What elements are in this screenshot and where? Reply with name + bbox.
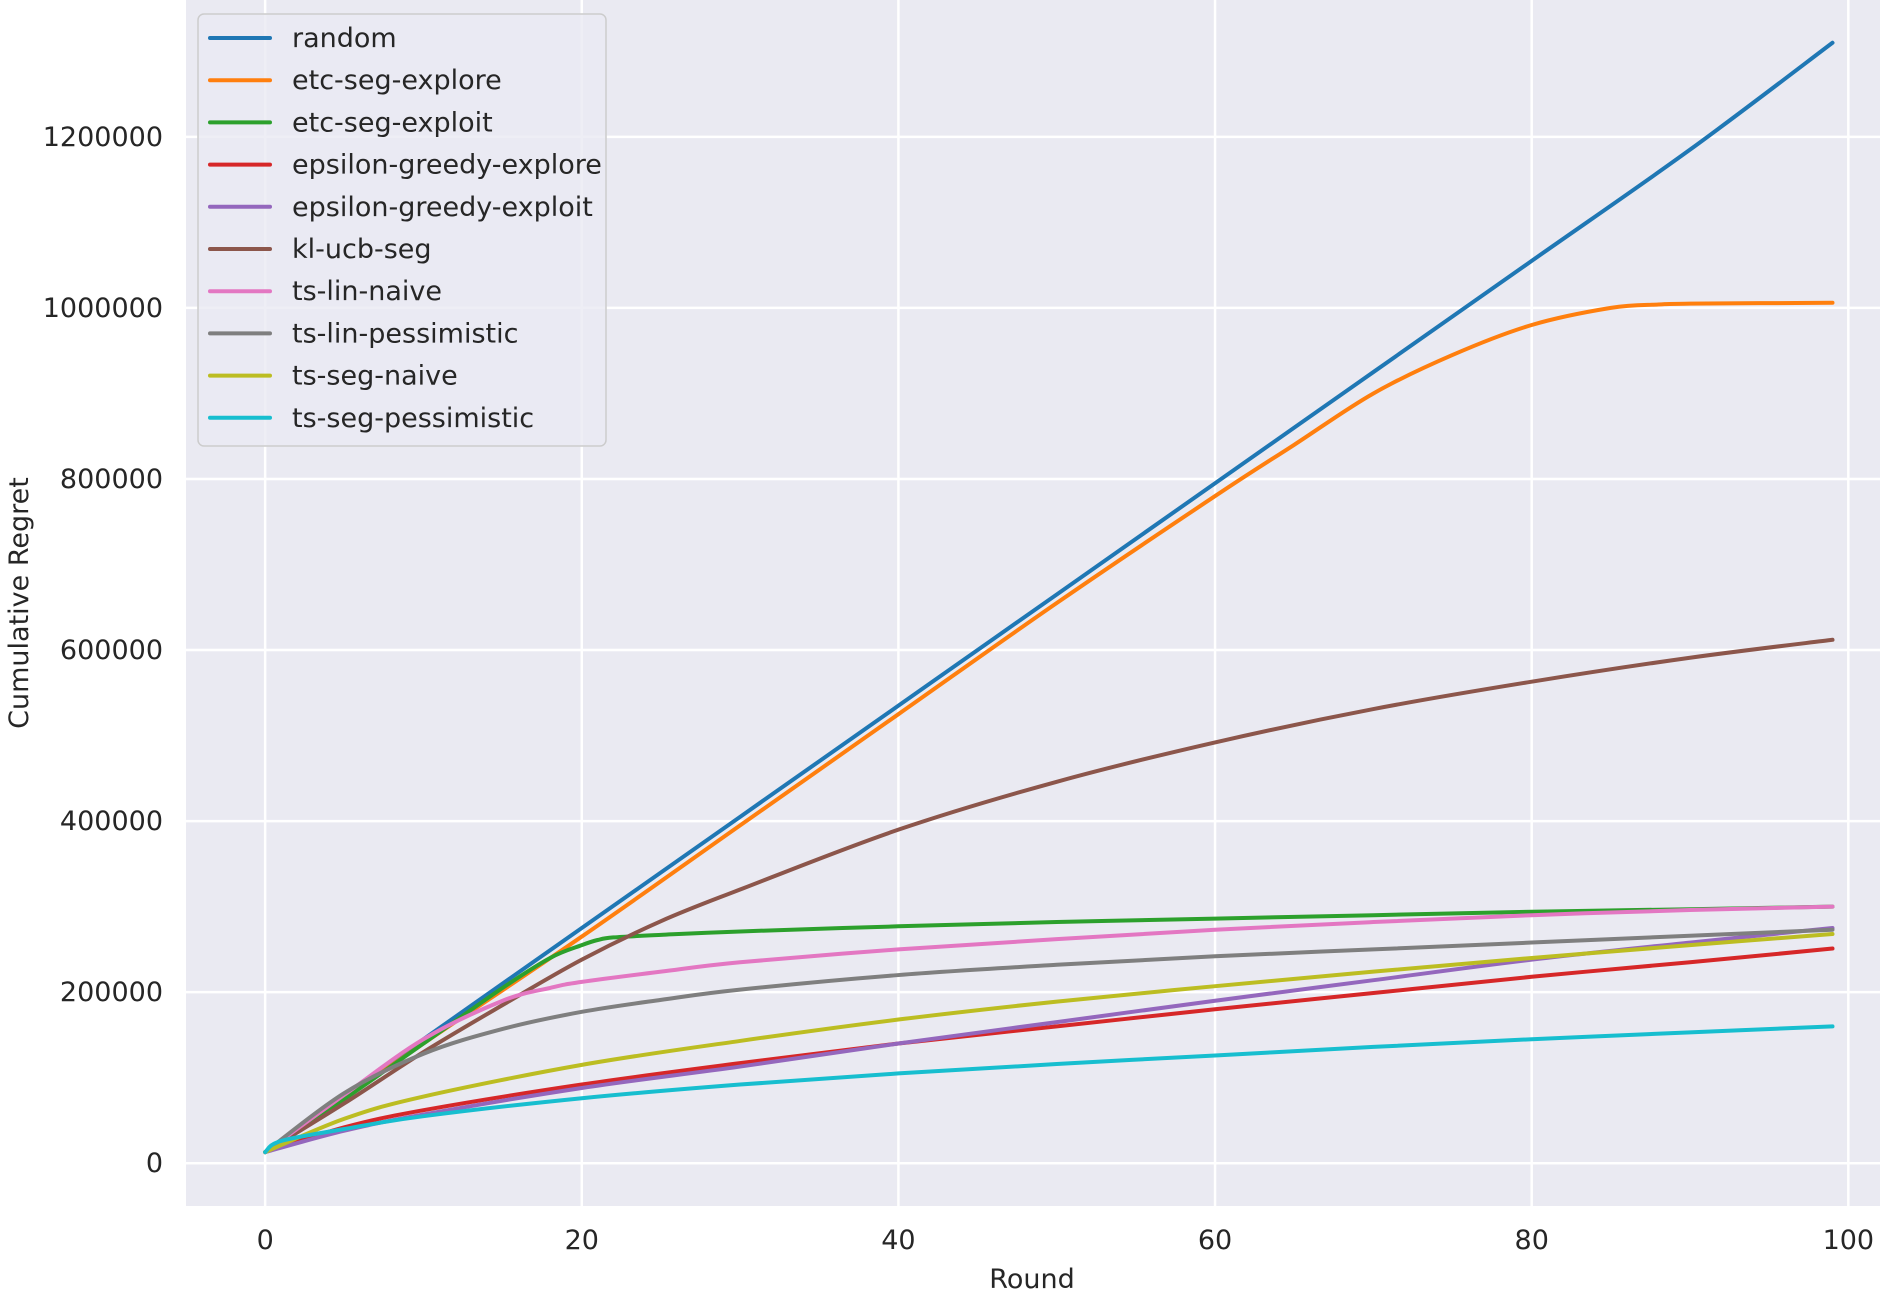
series-line-ts-lin-naive xyxy=(263,904,1835,1155)
x-tick-label: 0 xyxy=(257,1225,274,1256)
legend: random etc-seg-explore etc-seg-exploit epsi… xyxy=(197,13,607,447)
y-tick-label: 400000 xyxy=(60,806,163,837)
series-line-ts-lin-pessimistic xyxy=(263,927,1835,1155)
legend-label-ts-lin-naive: ts-lin-naive xyxy=(292,276,442,307)
x-axis-label: Round xyxy=(989,1264,1074,1294)
series-line-etc-seg-explore xyxy=(263,300,1835,1155)
legend-label-random: random xyxy=(292,23,397,54)
legend-items: random etc-seg-explore etc-seg-exploit epsi… xyxy=(208,23,602,434)
series-lines xyxy=(263,40,1835,1155)
x-tick-label: 80 xyxy=(1515,1225,1549,1256)
y-tick-label: 800000 xyxy=(60,464,163,495)
series-line-epsilon-greedy-explore xyxy=(263,946,1835,1155)
y-axis-label: Cumulative Regret xyxy=(4,477,35,729)
legend-label-etc-seg-explore: etc-seg-explore xyxy=(292,65,502,96)
y-tick-label: 1000000 xyxy=(43,293,163,324)
y-tick-label: 0 xyxy=(146,1148,163,1179)
series-line-etc-seg-exploit xyxy=(263,904,1835,1155)
series-line-ts-seg-naive xyxy=(263,932,1835,1155)
x-tick-label: 60 xyxy=(1198,1225,1232,1256)
y-tick-label: 1200000 xyxy=(43,122,163,153)
legend-label-epsilon-greedy-exploit: epsilon-greedy-exploit xyxy=(292,192,593,223)
legend-label-ts-seg-naive: ts-seg-naive xyxy=(292,361,458,392)
grid xyxy=(186,0,1880,1206)
series-line-kl-ucb-seg xyxy=(263,637,1835,1155)
series-line-random xyxy=(263,40,1835,1155)
tick-labels: 0 20 40 60 80 100 0 200000 400000 600000 800000 100… xyxy=(43,122,1874,1256)
legend-box xyxy=(197,13,607,447)
x-tick-label: 40 xyxy=(881,1225,915,1256)
legend-label-ts-seg-pessimistic: ts-seg-pessimistic xyxy=(292,403,534,434)
series-line-ts-seg-pessimistic xyxy=(263,1024,1835,1155)
y-tick-label: 600000 xyxy=(60,635,163,666)
legend-label-epsilon-greedy-explore: epsilon-greedy-explore xyxy=(292,150,602,181)
y-tick-label: 200000 xyxy=(60,977,163,1008)
legend-label-ts-lin-pessimistic: ts-lin-pessimistic xyxy=(292,318,518,349)
x-tick-label: 20 xyxy=(565,1225,599,1256)
legend-label-kl-ucb-seg: kl-ucb-seg xyxy=(292,234,432,265)
legend-label-etc-seg-exploit: etc-seg-exploit xyxy=(292,107,493,138)
x-tick-label: 100 xyxy=(1823,1225,1875,1256)
